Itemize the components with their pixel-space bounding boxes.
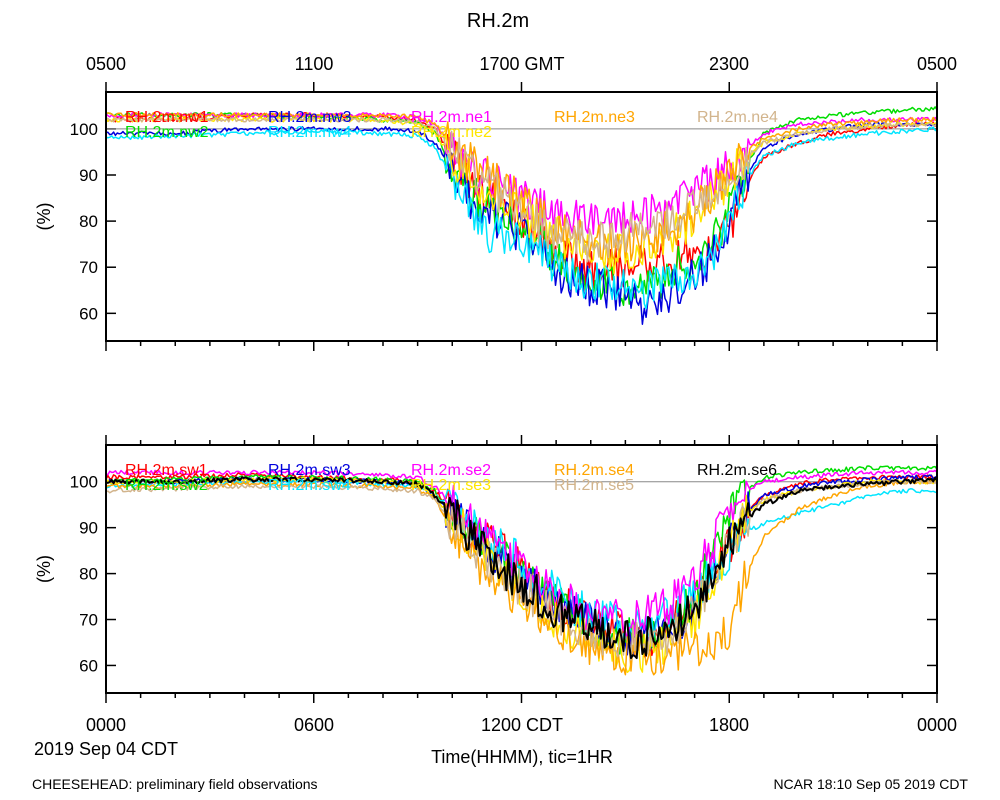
series-line-RH-2m-ne3 — [106, 112, 937, 266]
y-tick-label: 100 — [70, 473, 98, 492]
top-tick-label: 0500 — [917, 54, 957, 74]
y-tick-label: 70 — [79, 258, 98, 277]
bottom-tick-label: 0000 — [86, 715, 126, 735]
y-tick-label: 70 — [79, 611, 98, 630]
y-tick-label: 60 — [79, 656, 98, 675]
plot-frame — [105, 91, 938, 342]
bottom-tick-label: 1200 CDT — [481, 715, 563, 735]
legend-label-RH-2m-se5: RH.2m.se5 — [554, 477, 634, 494]
y-tick-label: 60 — [79, 304, 98, 323]
date-label: 2019 Sep 04 CDT — [34, 739, 178, 759]
y-axis-title: (%) — [34, 555, 54, 583]
legend-label-RH-2m-nw2: RH.2m.nw2 — [125, 124, 209, 141]
series-line-RH-2m-nw2 — [106, 106, 937, 307]
legend-label-RH-2m-se3: RH.2m.se3 — [411, 477, 491, 494]
y-axis-title: (%) — [34, 203, 54, 231]
lower-panel: 60708090100(%)RH.2m.sw1RH.2m.sw2RH.2m.sw… — [34, 435, 938, 703]
y-tick-label: 80 — [79, 212, 98, 231]
bottom-cdt-axis-labels: 0000 0600 1200 CDT 1800 0000 — [86, 715, 957, 735]
series-line-RH-2m-se6 — [106, 476, 937, 660]
legend-label-RH-2m-sw4: RH.2m.sw4 — [268, 477, 351, 494]
y-tick-label: 80 — [79, 565, 98, 584]
series-lines — [106, 106, 937, 325]
series-line-RH-2m-nw4 — [106, 126, 937, 310]
top-tick-label: 2300 — [709, 54, 749, 74]
bottom-tick-label: 1800 — [709, 715, 749, 735]
legend-label-RH-2m-ne3: RH.2m.ne3 — [554, 109, 635, 126]
y-tick-label: 90 — [79, 166, 98, 185]
footer-right-note: NCAR 18:10 Sep 05 2019 CDT — [773, 776, 968, 792]
legend-label-RH-2m-sw3: RH.2m.sw3 — [268, 462, 351, 479]
series-line-RH-2m-ne4 — [106, 116, 937, 263]
legend-label-RH-2m-nw3: RH.2m.nw3 — [268, 109, 352, 126]
plot-frame — [105, 444, 938, 694]
y-tick-label: 90 — [79, 519, 98, 538]
legend-label-RH-2m-sw2: RH.2m.sw2 — [125, 477, 208, 494]
legend-label-RH-2m-se4: RH.2m.se4 — [554, 462, 634, 479]
x-axis-title: Time(HHMM), tic=1HR — [431, 747, 613, 767]
legend-label-RH-2m-se6: RH.2m.se6 — [697, 462, 777, 479]
top-gmt-axis-labels: 0500 1100 1700 GMT 2300 0500 — [86, 54, 957, 74]
top-tick-label: 1700 GMT — [479, 54, 564, 74]
legend-label-RH-2m-se2: RH.2m.se2 — [411, 462, 491, 479]
legend-label-RH-2m-ne4: RH.2m.ne4 — [697, 109, 778, 126]
bottom-tick-label: 0600 — [294, 715, 334, 735]
top-tick-label: 0500 — [86, 54, 126, 74]
legend-label-RH-2m-nw1: RH.2m.nw1 — [125, 109, 209, 126]
series-line-RH-2m-sw1 — [106, 472, 937, 658]
legend-label-RH-2m-ne1: RH.2m.ne1 — [411, 109, 492, 126]
legend-label-RH-2m-sw1: RH.2m.sw1 — [125, 462, 208, 479]
series-line-RH-2m-se2 — [106, 469, 937, 640]
y-tick-label: 100 — [70, 120, 98, 139]
upper-panel: 60708090100(%)RH.2m.nw1RH.2m.nw2RH.2m.nw… — [34, 82, 938, 351]
bottom-tick-label: 0000 — [917, 715, 957, 735]
legend-label-RH-2m-ne2: RH.2m.ne2 — [411, 124, 492, 141]
series-lines — [106, 465, 937, 676]
top-tick-label: 1100 — [295, 54, 334, 74]
legend-label-RH-2m-nw4: RH.2m.nw4 — [268, 124, 352, 141]
chart-title: RH.2m — [467, 10, 529, 32]
y-axis: 60 70 80 90 100 (%) — [34, 120, 937, 323]
footer-left-note: CHEESEHEAD: preliminary field observatio… — [32, 776, 318, 792]
